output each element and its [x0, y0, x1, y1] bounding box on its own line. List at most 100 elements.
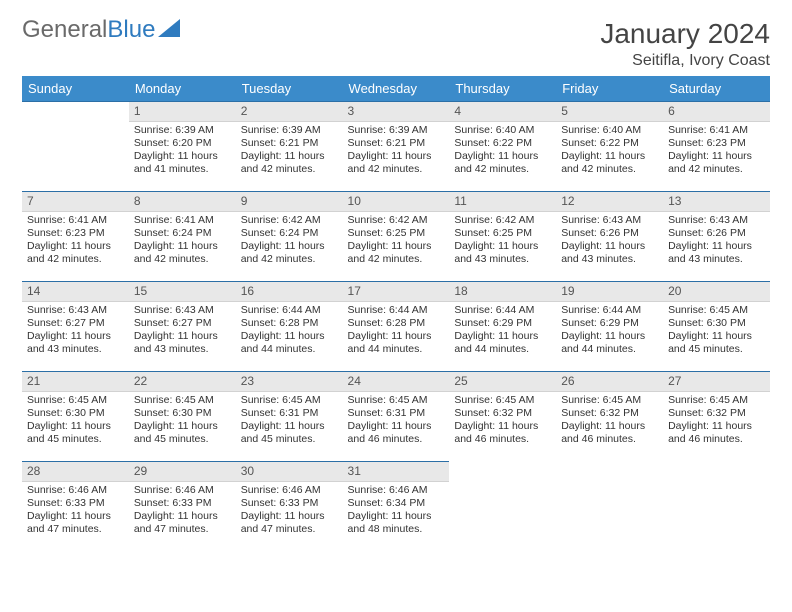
- day-details: Sunrise: 6:46 AMSunset: 6:33 PMDaylight:…: [236, 482, 343, 541]
- daylight-line: Daylight: 11 hours and 42 minutes.: [348, 150, 445, 176]
- calendar-cell: 21Sunrise: 6:45 AMSunset: 6:30 PMDayligh…: [22, 371, 129, 461]
- day-details: Sunrise: 6:41 AMSunset: 6:23 PMDaylight:…: [22, 212, 129, 271]
- calendar-cell: 3Sunrise: 6:39 AMSunset: 6:21 PMDaylight…: [343, 101, 450, 191]
- calendar-cell: 4Sunrise: 6:40 AMSunset: 6:22 PMDaylight…: [449, 101, 556, 191]
- calendar-cell: 17Sunrise: 6:44 AMSunset: 6:28 PMDayligh…: [343, 281, 450, 371]
- day-details: Sunrise: 6:43 AMSunset: 6:26 PMDaylight:…: [556, 212, 663, 271]
- day-details: Sunrise: 6:45 AMSunset: 6:31 PMDaylight:…: [343, 392, 450, 451]
- daylight-line: Daylight: 11 hours and 47 minutes.: [27, 510, 124, 536]
- day-number: 26: [556, 371, 663, 392]
- sunset-line: Sunset: 6:20 PM: [134, 137, 231, 150]
- day-details: Sunrise: 6:41 AMSunset: 6:23 PMDaylight:…: [663, 122, 770, 181]
- calendar-row: 28Sunrise: 6:46 AMSunset: 6:33 PMDayligh…: [22, 461, 770, 551]
- day-details: Sunrise: 6:45 AMSunset: 6:30 PMDaylight:…: [129, 392, 236, 451]
- calendar-cell: 12Sunrise: 6:43 AMSunset: 6:26 PMDayligh…: [556, 191, 663, 281]
- day-details: Sunrise: 6:44 AMSunset: 6:29 PMDaylight:…: [556, 302, 663, 361]
- sunset-line: Sunset: 6:24 PM: [241, 227, 338, 240]
- daylight-line: Daylight: 11 hours and 44 minutes.: [561, 330, 658, 356]
- daylight-line: Daylight: 11 hours and 44 minutes.: [454, 330, 551, 356]
- day-details: Sunrise: 6:41 AMSunset: 6:24 PMDaylight:…: [129, 212, 236, 271]
- daylight-line: Daylight: 11 hours and 48 minutes.: [348, 510, 445, 536]
- calendar-cell-empty: [449, 461, 556, 551]
- day-details: Sunrise: 6:44 AMSunset: 6:29 PMDaylight:…: [449, 302, 556, 361]
- daylight-line: Daylight: 11 hours and 47 minutes.: [134, 510, 231, 536]
- calendar-cell: 30Sunrise: 6:46 AMSunset: 6:33 PMDayligh…: [236, 461, 343, 551]
- sunrise-line: Sunrise: 6:44 AM: [561, 304, 658, 317]
- day-details: Sunrise: 6:45 AMSunset: 6:32 PMDaylight:…: [556, 392, 663, 451]
- daylight-line: Daylight: 11 hours and 45 minutes.: [241, 420, 338, 446]
- calendar-cell: 9Sunrise: 6:42 AMSunset: 6:24 PMDaylight…: [236, 191, 343, 281]
- daylight-line: Daylight: 11 hours and 42 minutes.: [561, 150, 658, 176]
- daylight-line: Daylight: 11 hours and 42 minutes.: [241, 150, 338, 176]
- calendar-cell: 8Sunrise: 6:41 AMSunset: 6:24 PMDaylight…: [129, 191, 236, 281]
- daylight-line: Daylight: 11 hours and 45 minutes.: [668, 330, 765, 356]
- sunset-line: Sunset: 6:25 PM: [348, 227, 445, 240]
- sunrise-line: Sunrise: 6:39 AM: [348, 124, 445, 137]
- day-header: Wednesday: [343, 76, 450, 101]
- day-details: Sunrise: 6:42 AMSunset: 6:24 PMDaylight:…: [236, 212, 343, 271]
- day-header: Thursday: [449, 76, 556, 101]
- day-details: Sunrise: 6:46 AMSunset: 6:33 PMDaylight:…: [129, 482, 236, 541]
- day-details: Sunrise: 6:45 AMSunset: 6:30 PMDaylight:…: [663, 302, 770, 361]
- day-number: 23: [236, 371, 343, 392]
- daylight-line: Daylight: 11 hours and 42 minutes.: [348, 240, 445, 266]
- day-number: 20: [663, 281, 770, 302]
- sunrise-line: Sunrise: 6:45 AM: [561, 394, 658, 407]
- sunset-line: Sunset: 6:31 PM: [348, 407, 445, 420]
- sunset-line: Sunset: 6:21 PM: [241, 137, 338, 150]
- calendar-cell: 25Sunrise: 6:45 AMSunset: 6:32 PMDayligh…: [449, 371, 556, 461]
- calendar-cell: 26Sunrise: 6:45 AMSunset: 6:32 PMDayligh…: [556, 371, 663, 461]
- sunset-line: Sunset: 6:22 PM: [561, 137, 658, 150]
- calendar-row: 1Sunrise: 6:39 AMSunset: 6:20 PMDaylight…: [22, 101, 770, 191]
- daylight-line: Daylight: 11 hours and 43 minutes.: [27, 330, 124, 356]
- day-header: Sunday: [22, 76, 129, 101]
- sunrise-line: Sunrise: 6:41 AM: [27, 214, 124, 227]
- sunrise-line: Sunrise: 6:46 AM: [134, 484, 231, 497]
- daylight-line: Daylight: 11 hours and 42 minutes.: [241, 240, 338, 266]
- calendar-cell: 14Sunrise: 6:43 AMSunset: 6:27 PMDayligh…: [22, 281, 129, 371]
- sunset-line: Sunset: 6:28 PM: [241, 317, 338, 330]
- day-number: 30: [236, 461, 343, 482]
- logo: GeneralBlue: [22, 18, 180, 42]
- sunrise-line: Sunrise: 6:44 AM: [241, 304, 338, 317]
- calendar-cell: 7Sunrise: 6:41 AMSunset: 6:23 PMDaylight…: [22, 191, 129, 281]
- daylight-line: Daylight: 11 hours and 44 minutes.: [241, 330, 338, 356]
- daylight-line: Daylight: 11 hours and 43 minutes.: [134, 330, 231, 356]
- sunrise-line: Sunrise: 6:43 AM: [561, 214, 658, 227]
- calendar-cell: 20Sunrise: 6:45 AMSunset: 6:30 PMDayligh…: [663, 281, 770, 371]
- day-details: Sunrise: 6:39 AMSunset: 6:21 PMDaylight:…: [343, 122, 450, 181]
- day-header: Saturday: [663, 76, 770, 101]
- logo-text-general: General: [22, 18, 107, 42]
- calendar-cell: 27Sunrise: 6:45 AMSunset: 6:32 PMDayligh…: [663, 371, 770, 461]
- day-number: 3: [343, 101, 450, 122]
- day-details: Sunrise: 6:43 AMSunset: 6:26 PMDaylight:…: [663, 212, 770, 271]
- calendar-table: SundayMondayTuesdayWednesdayThursdayFrid…: [22, 76, 770, 551]
- day-number: 2: [236, 101, 343, 122]
- month-title: January 2024: [600, 18, 770, 50]
- day-header: Tuesday: [236, 76, 343, 101]
- day-number: 18: [449, 281, 556, 302]
- day-number: 19: [556, 281, 663, 302]
- sunset-line: Sunset: 6:30 PM: [134, 407, 231, 420]
- sunrise-line: Sunrise: 6:41 AM: [668, 124, 765, 137]
- daylight-line: Daylight: 11 hours and 47 minutes.: [241, 510, 338, 536]
- sunset-line: Sunset: 6:32 PM: [454, 407, 551, 420]
- day-number: 8: [129, 191, 236, 212]
- calendar-cell: 13Sunrise: 6:43 AMSunset: 6:26 PMDayligh…: [663, 191, 770, 281]
- day-header-row: SundayMondayTuesdayWednesdayThursdayFrid…: [22, 76, 770, 101]
- sunset-line: Sunset: 6:30 PM: [668, 317, 765, 330]
- day-number: 21: [22, 371, 129, 392]
- calendar-cell: 15Sunrise: 6:43 AMSunset: 6:27 PMDayligh…: [129, 281, 236, 371]
- daylight-line: Daylight: 11 hours and 42 minutes.: [134, 240, 231, 266]
- daylight-line: Daylight: 11 hours and 45 minutes.: [27, 420, 124, 446]
- sunset-line: Sunset: 6:31 PM: [241, 407, 338, 420]
- calendar-row: 21Sunrise: 6:45 AMSunset: 6:30 PMDayligh…: [22, 371, 770, 461]
- sunrise-line: Sunrise: 6:41 AM: [134, 214, 231, 227]
- sunrise-line: Sunrise: 6:43 AM: [27, 304, 124, 317]
- day-number: 11: [449, 191, 556, 212]
- calendar-cell: 11Sunrise: 6:42 AMSunset: 6:25 PMDayligh…: [449, 191, 556, 281]
- day-number: 22: [129, 371, 236, 392]
- day-number: 28: [22, 461, 129, 482]
- day-number: 4: [449, 101, 556, 122]
- day-number: 24: [343, 371, 450, 392]
